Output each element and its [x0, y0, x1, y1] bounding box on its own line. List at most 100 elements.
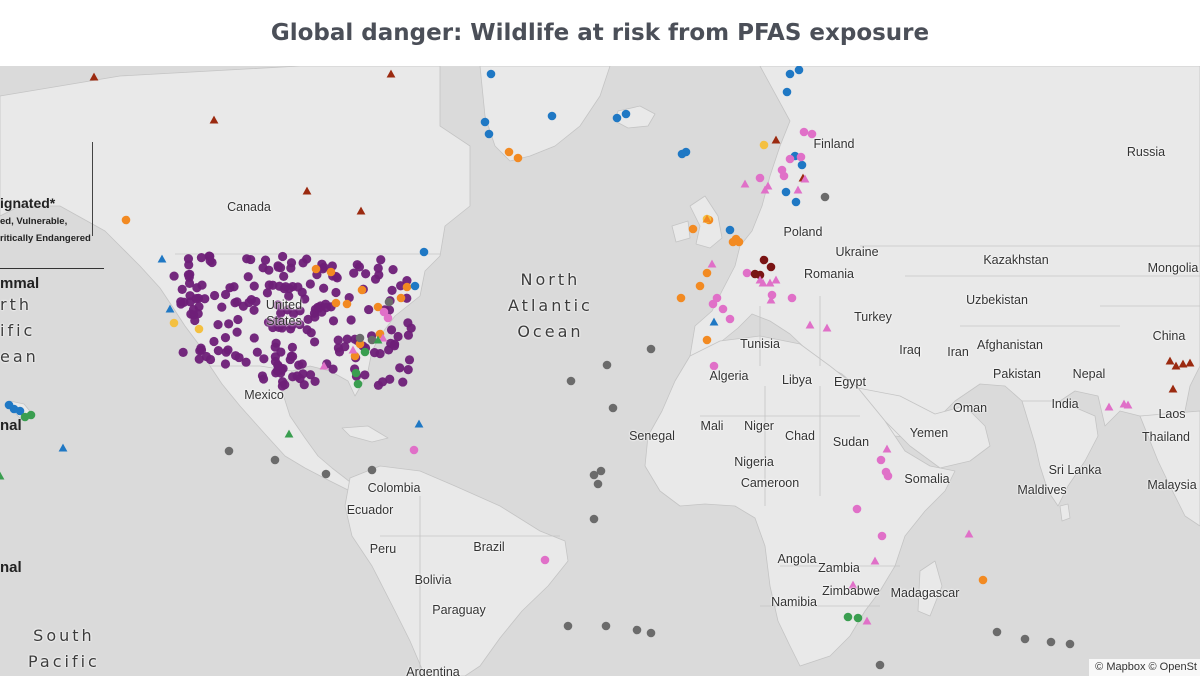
species-marker-pink[interactable] [883, 471, 893, 481]
species-marker-purple[interactable] [249, 333, 259, 343]
species-marker-purple[interactable] [349, 268, 359, 278]
world-map[interactable]: ignated* ed, Vulnerable, ritically Endan… [0, 66, 1200, 676]
species-triangle-pink[interactable] [319, 361, 329, 370]
species-triangle-pink[interactable] [760, 185, 770, 194]
species-marker-purple[interactable] [317, 259, 327, 269]
species-marker-blue[interactable] [612, 113, 622, 123]
species-marker-gray[interactable] [384, 297, 394, 307]
species-marker-blue[interactable] [794, 66, 804, 75]
species-marker-purple[interactable] [333, 335, 343, 345]
species-marker-purple[interactable] [370, 274, 381, 284]
species-marker-orange[interactable] [342, 299, 352, 309]
species-marker-pink[interactable] [799, 127, 809, 137]
species-marker-purple[interactable] [360, 370, 370, 380]
species-marker-purple[interactable] [328, 364, 338, 374]
species-marker-pink[interactable] [409, 445, 419, 455]
species-marker-gray[interactable] [602, 360, 612, 370]
species-marker-purple[interactable] [230, 351, 241, 361]
species-marker-purple[interactable] [184, 260, 194, 270]
species-triangle-darkred[interactable] [386, 69, 396, 78]
species-triangle-pink[interactable] [771, 275, 781, 284]
species-triangle-darkred[interactable] [356, 206, 366, 215]
species-marker-purple[interactable] [386, 325, 397, 335]
species-marker-gray[interactable] [596, 466, 606, 476]
species-marker-blue[interactable] [410, 281, 420, 291]
map-canvas[interactable] [0, 66, 1200, 676]
species-marker-pink[interactable] [779, 171, 789, 181]
species-marker-purple[interactable] [238, 301, 248, 311]
species-marker-maroon[interactable] [759, 255, 769, 265]
species-marker-green[interactable] [351, 368, 361, 378]
species-marker-gray[interactable] [875, 660, 885, 670]
species-marker-orange[interactable] [326, 267, 336, 277]
species-marker-pink[interactable] [718, 304, 728, 314]
species-triangle-pink[interactable] [707, 259, 717, 268]
species-marker-purple[interactable] [233, 314, 243, 325]
species-marker-purple[interactable] [276, 308, 286, 318]
species-marker-purple[interactable] [194, 354, 204, 364]
species-marker-orange[interactable] [676, 293, 686, 303]
species-marker-purple[interactable] [342, 334, 352, 344]
species-marker-purple[interactable] [262, 288, 272, 298]
species-marker-orange[interactable] [373, 302, 383, 312]
species-marker-purple[interactable] [279, 271, 289, 281]
species-triangle-darkred[interactable] [209, 115, 219, 124]
species-marker-blue[interactable] [9, 404, 19, 414]
species-triangle-pink[interactable] [964, 529, 974, 538]
species-marker-purple[interactable] [270, 352, 280, 362]
species-marker-purple[interactable] [259, 354, 269, 364]
species-marker-purple[interactable] [220, 359, 231, 369]
species-triangle-pink[interactable] [1104, 402, 1114, 411]
species-marker-orange[interactable] [331, 298, 341, 308]
species-marker-pink[interactable] [742, 268, 752, 278]
species-triangle-orange[interactable] [702, 214, 712, 223]
species-marker-purple[interactable] [223, 345, 233, 355]
species-marker-purple[interactable] [295, 319, 305, 330]
species-marker-purple[interactable] [395, 363, 405, 373]
species-triangle-green[interactable] [284, 429, 294, 438]
species-marker-purple[interactable] [169, 271, 179, 281]
species-marker-gray[interactable] [589, 514, 599, 524]
species-marker-orange[interactable] [734, 237, 744, 247]
species-triangle-pink[interactable] [805, 320, 815, 329]
species-triangle-pink[interactable] [765, 278, 775, 287]
species-marker-purple[interactable] [306, 328, 316, 338]
species-marker-purple[interactable] [346, 315, 356, 325]
species-marker-purple[interactable] [273, 300, 283, 310]
species-marker-purple[interactable] [305, 370, 316, 380]
species-marker-gray[interactable] [355, 333, 365, 343]
species-marker-yellow[interactable] [759, 140, 769, 150]
species-marker-pink[interactable] [787, 293, 797, 303]
species-marker-purple[interactable] [284, 291, 294, 301]
species-marker-purple[interactable] [277, 381, 287, 391]
species-marker-purple[interactable] [333, 343, 343, 353]
species-marker-purple[interactable] [246, 295, 257, 305]
species-triangle-darkred[interactable] [1171, 361, 1181, 370]
species-marker-pink[interactable] [709, 361, 719, 371]
species-marker-blue[interactable] [484, 129, 494, 139]
species-marker-gray[interactable] [608, 403, 618, 413]
species-marker-gray[interactable] [820, 192, 830, 202]
species-marker-pink[interactable] [796, 152, 806, 162]
species-marker-orange[interactable] [688, 224, 698, 234]
species-marker-pink[interactable] [807, 129, 817, 139]
species-marker-purple[interactable] [246, 254, 256, 265]
species-marker-gray[interactable] [367, 465, 377, 475]
species-marker-pink[interactable] [877, 531, 887, 541]
species-marker-purple[interactable] [310, 337, 320, 347]
species-triangle-darkred[interactable] [1178, 359, 1188, 368]
species-marker-purple[interactable] [200, 294, 210, 304]
species-marker-orange[interactable] [504, 147, 514, 157]
species-marker-purple[interactable] [331, 287, 341, 298]
species-marker-purple[interactable] [387, 285, 397, 295]
species-marker-gray[interactable] [566, 376, 576, 386]
species-triangle-blue[interactable] [709, 317, 719, 326]
species-marker-green[interactable] [843, 612, 853, 622]
species-marker-maroon[interactable] [755, 270, 765, 280]
species-marker-pink[interactable] [540, 555, 550, 565]
species-marker-purple[interactable] [402, 275, 412, 286]
species-marker-green[interactable] [853, 613, 863, 623]
species-marker-purple[interactable] [241, 357, 251, 367]
species-triangle-pink[interactable] [766, 295, 776, 304]
species-marker-purple[interactable] [310, 376, 320, 387]
